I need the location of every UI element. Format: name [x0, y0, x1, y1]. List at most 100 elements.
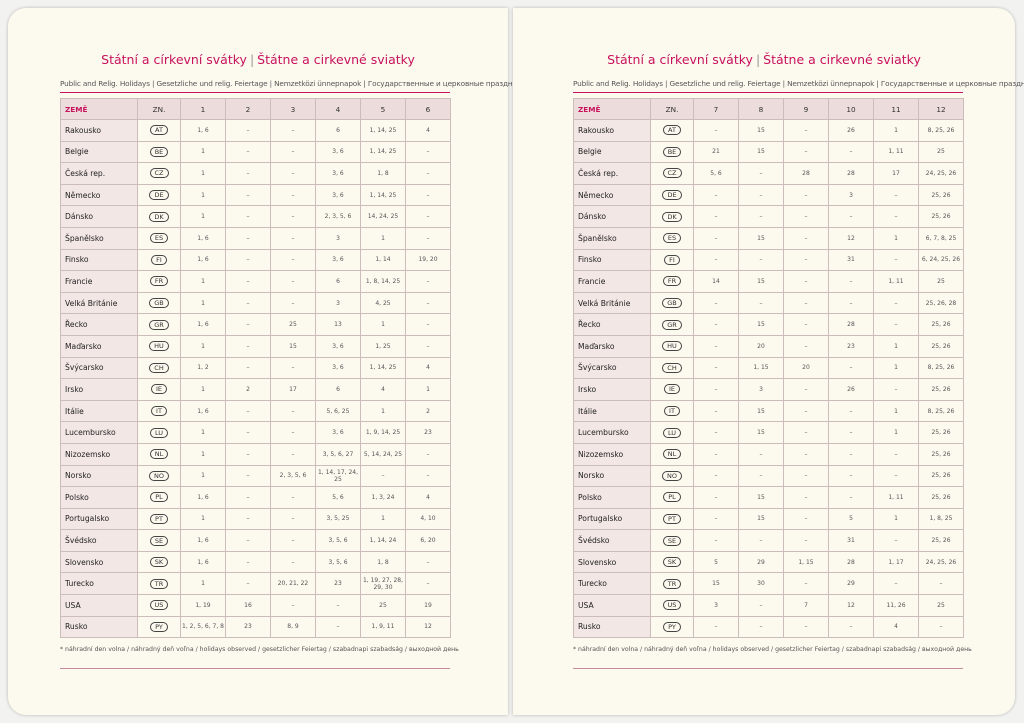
date-cell: 25, 26: [918, 313, 964, 336]
date-cell: –: [738, 205, 784, 228]
date-cell: –: [783, 140, 829, 164]
country-cell: Finsko: [573, 248, 651, 272]
date-cell: 1, 25: [360, 334, 406, 358]
date-cell: 1, 15: [738, 356, 784, 380]
country-code: HU: [149, 341, 169, 352]
code-cell: FR: [137, 270, 181, 293]
table-row: Irsko IE –3–26–25, 26: [573, 378, 964, 401]
country-cell: Rakousko: [60, 119, 138, 142]
date-cell: –: [270, 399, 316, 423]
date-cell: 25: [270, 313, 316, 336]
date-cell: 15: [738, 140, 784, 164]
date-cell: –: [873, 313, 919, 336]
country-cell: Lucembursko: [573, 421, 651, 444]
date-cell: 1: [360, 313, 406, 336]
code-cell: GR: [650, 313, 694, 336]
date-cell: 3: [315, 291, 361, 315]
table-row: Turecko TR 15 30–29– –: [573, 572, 964, 596]
date-cell: 20, 21, 22: [270, 572, 316, 596]
country-code: NO: [149, 470, 169, 481]
date-cell: –: [270, 356, 316, 380]
date-cell: –: [693, 421, 739, 444]
header-cell: ZN.: [137, 98, 181, 120]
date-cell: 4, 10: [405, 507, 451, 531]
header-row: ZEMĚ ZN. 1 2 3 4 5 6: [60, 98, 451, 120]
code-cell: GR: [137, 313, 181, 336]
date-cell: –: [270, 442, 316, 466]
date-cell: –: [405, 464, 451, 488]
date-cell: –: [783, 313, 829, 336]
date-cell: –: [225, 291, 271, 315]
date-cell: –: [270, 183, 316, 207]
header-row: ZEMĚ ZN. 7 8 9 10 11 12: [573, 98, 964, 120]
table-row: USA US 1, 19 16– –25 19: [60, 594, 451, 617]
table-row: Nizozemsko NL 1– –3, 5, 6, 27 5, 14, 24, 25–: [60, 442, 451, 466]
date-cell: 1: [873, 226, 919, 250]
country-code: LU: [149, 427, 169, 438]
date-cell: –: [693, 226, 739, 250]
code-cell: GB: [650, 291, 694, 315]
date-cell: 16: [225, 594, 271, 617]
date-cell: 1, 6: [180, 529, 226, 552]
country-cell: Finsko: [60, 248, 138, 272]
country-code: SE: [149, 535, 169, 546]
date-cell: 3, 5, 25: [315, 507, 361, 531]
table-row: Portugalsko PT –15–5 1 1, 8, 25: [573, 507, 964, 531]
country-cell: Turecko: [573, 572, 651, 596]
date-cell: –: [405, 334, 451, 358]
date-cell: 1, 14, 25: [360, 183, 406, 207]
date-cell: –: [270, 507, 316, 531]
date-cell: 25, 26: [918, 378, 964, 401]
date-cell: –: [738, 615, 784, 639]
table-row: Maďarsko HU 1–15 3, 6 1, 25–: [60, 334, 451, 358]
table-row: Francie FR 1– –6 1, 8, 14, 25–: [60, 270, 451, 293]
date-cell: 3: [315, 226, 361, 250]
code-cell: DE: [137, 183, 181, 207]
code-cell: US: [137, 594, 181, 617]
country-cell: Polsko: [573, 486, 651, 509]
code-cell: NO: [650, 464, 694, 488]
date-cell: 1: [180, 334, 226, 358]
code-cell: US: [650, 594, 694, 617]
date-cell: –: [270, 529, 316, 552]
date-cell: 6: [315, 119, 361, 142]
date-cell: –: [693, 205, 739, 228]
code-cell: ES: [137, 226, 181, 250]
date-cell: 1, 8, 14, 25: [360, 270, 406, 293]
header-cell: ZEMĚ: [573, 98, 651, 120]
date-cell: 5: [828, 507, 874, 531]
date-cell: 1, 14, 25: [360, 140, 406, 164]
date-cell: –: [873, 205, 919, 228]
date-cell: 1: [180, 507, 226, 531]
date-cell: –: [225, 507, 271, 531]
date-cell: 1: [873, 119, 919, 142]
country-code: AT: [663, 125, 681, 136]
date-cell: –: [783, 421, 829, 444]
date-cell: 1: [180, 442, 226, 466]
date-cell: –: [873, 572, 919, 596]
code-cell: IT: [137, 399, 181, 423]
table-row: Česká rep. CZ 5, 6–28 28 17 24, 25, 26: [573, 162, 964, 185]
date-cell: 1, 8: [360, 162, 406, 185]
date-cell: 25: [918, 594, 964, 617]
date-cell: –: [828, 399, 874, 423]
date-cell: –: [225, 248, 271, 272]
date-cell: 2, 3, 5, 6: [270, 464, 316, 488]
table-row: Turecko TR 1–20, 21, 22 23 1, 19, 27, 28, 29…: [60, 572, 451, 596]
date-cell: 1: [405, 378, 451, 401]
date-cell: 1, 2: [180, 356, 226, 380]
title-sk: Štátne a cirkevné sviatky: [763, 52, 921, 67]
table-row: Francie FR 14 15– –1, 11 25: [573, 270, 964, 293]
date-cell: –: [693, 248, 739, 272]
country-code: TR: [662, 578, 682, 589]
header-cell: 8: [738, 98, 784, 120]
country-code: SK: [662, 557, 682, 568]
date-cell: –: [225, 421, 271, 444]
date-cell: 4: [405, 486, 451, 509]
date-cell: 23: [828, 334, 874, 358]
country-cell: Německo: [60, 183, 138, 207]
table-row: Rakousko AT –15–26 1 8, 25, 26: [573, 119, 964, 142]
code-cell: CH: [650, 356, 694, 380]
date-cell: 28: [828, 550, 874, 574]
date-cell: 12: [828, 226, 874, 250]
